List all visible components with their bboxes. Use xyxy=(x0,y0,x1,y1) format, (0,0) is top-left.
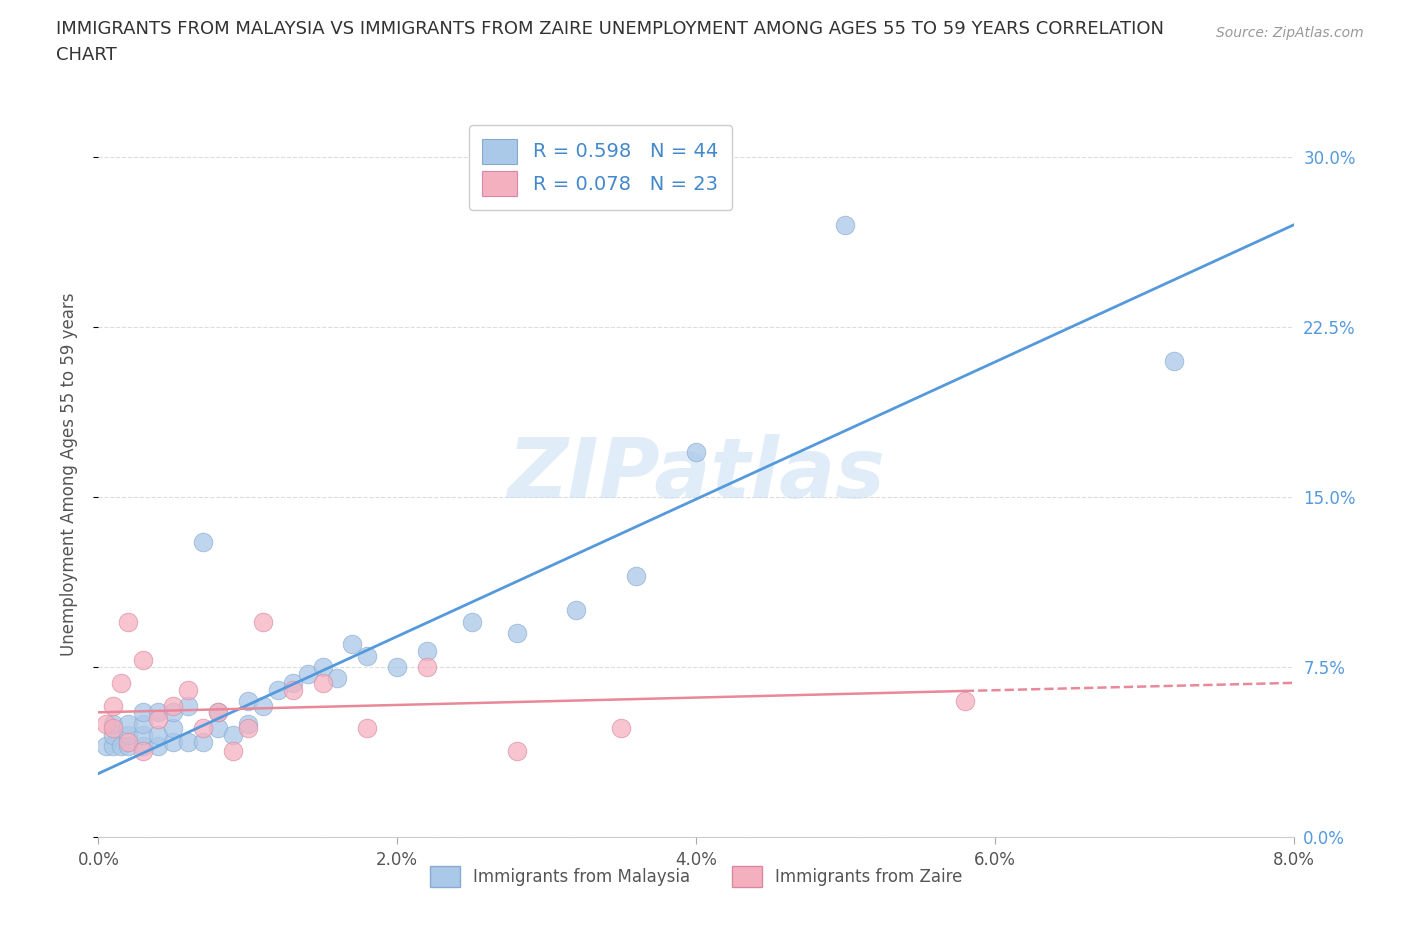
Point xyxy=(117,735,139,750)
Text: ZIPatlas: ZIPatlas xyxy=(508,433,884,515)
Point xyxy=(132,653,155,668)
Point xyxy=(94,738,117,753)
Point xyxy=(281,675,304,690)
Point xyxy=(834,218,856,232)
Point xyxy=(385,659,409,674)
Point xyxy=(626,569,648,584)
Point xyxy=(177,683,200,698)
Point xyxy=(117,614,139,629)
Point xyxy=(506,626,529,641)
Point xyxy=(177,735,200,750)
Point xyxy=(110,675,132,690)
Point xyxy=(610,721,633,736)
Point xyxy=(110,738,132,753)
Point xyxy=(132,727,155,742)
Point xyxy=(132,705,155,720)
Point xyxy=(132,743,155,758)
Point xyxy=(191,535,214,550)
Point xyxy=(103,738,125,753)
Point xyxy=(236,716,259,731)
Point xyxy=(132,716,155,731)
Point xyxy=(132,738,155,753)
Point xyxy=(252,614,274,629)
Point xyxy=(94,716,117,731)
Point xyxy=(953,694,976,709)
Point xyxy=(281,683,304,698)
Point xyxy=(311,659,333,674)
Point xyxy=(103,698,125,713)
Point xyxy=(103,721,125,736)
Point xyxy=(222,743,245,758)
Point xyxy=(356,648,378,663)
Point xyxy=(162,698,184,713)
Point xyxy=(148,711,170,726)
Legend: Immigrants from Malaysia, Immigrants from Zaire: Immigrants from Malaysia, Immigrants fro… xyxy=(423,859,969,894)
Point xyxy=(311,675,333,690)
Point xyxy=(103,716,125,731)
Point xyxy=(117,727,139,742)
Point xyxy=(326,671,349,685)
Point xyxy=(117,716,139,731)
Point xyxy=(162,735,184,750)
Point xyxy=(177,698,200,713)
Point xyxy=(148,727,170,742)
Point xyxy=(506,743,529,758)
Point xyxy=(416,659,439,674)
Point xyxy=(191,721,214,736)
Point xyxy=(267,683,290,698)
Point xyxy=(162,705,184,720)
Point xyxy=(356,721,378,736)
Point xyxy=(148,738,170,753)
Point xyxy=(297,666,319,681)
Point xyxy=(207,721,229,736)
Text: IMMIGRANTS FROM MALAYSIA VS IMMIGRANTS FROM ZAIRE UNEMPLOYMENT AMONG AGES 55 TO : IMMIGRANTS FROM MALAYSIA VS IMMIGRANTS F… xyxy=(56,20,1164,38)
Point xyxy=(565,603,588,618)
Point xyxy=(416,644,439,658)
Y-axis label: Unemployment Among Ages 55 to 59 years: Unemployment Among Ages 55 to 59 years xyxy=(59,293,77,656)
Point xyxy=(222,727,245,742)
Point xyxy=(117,738,139,753)
Point xyxy=(207,705,229,720)
Point xyxy=(342,637,364,652)
Point xyxy=(103,727,125,742)
Point xyxy=(1163,353,1185,368)
Text: Source: ZipAtlas.com: Source: ZipAtlas.com xyxy=(1216,26,1364,40)
Point xyxy=(207,705,229,720)
Point xyxy=(461,614,484,629)
Point xyxy=(236,721,259,736)
Point xyxy=(252,698,274,713)
Point xyxy=(685,445,707,459)
Point xyxy=(191,735,214,750)
Point xyxy=(236,694,259,709)
Text: CHART: CHART xyxy=(56,46,117,63)
Point xyxy=(148,705,170,720)
Point xyxy=(162,721,184,736)
